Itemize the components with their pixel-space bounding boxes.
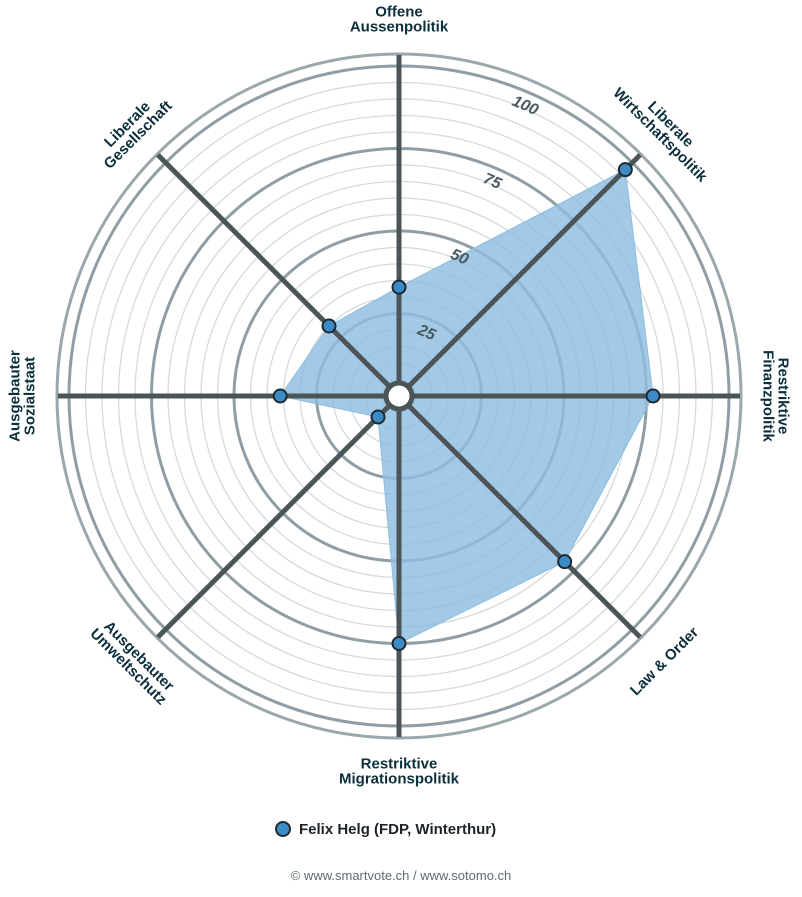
axis-label-line: Offene (375, 3, 423, 20)
legend-marker (275, 821, 291, 837)
spoke (156, 394, 401, 639)
legend: Felix Helg (FDP, Winterthur) (275, 818, 496, 840)
data-point (321, 318, 337, 334)
axis-label-line: Ausgebauter (6, 350, 23, 442)
series-polygon (279, 168, 654, 645)
series-area (279, 168, 654, 645)
axis-label-line: Sozialstaat (21, 357, 38, 435)
tick-label: 75 (481, 170, 505, 193)
data-point (617, 162, 633, 178)
data-point (272, 388, 288, 404)
tick-label: 25 (414, 321, 439, 345)
data-point (391, 279, 407, 295)
data-point (645, 388, 661, 404)
credits: © www.smartvote.ch / www.sotomo.ch (290, 868, 512, 883)
legend-label: Felix Helg (FDP, Winterthur) (299, 820, 497, 838)
axis-label-line: Restriktive (361, 755, 438, 772)
axis-label-line: Aussenpolitik (350, 18, 449, 35)
spoke (397, 153, 642, 398)
data-point (391, 636, 407, 651)
axis-label-line: Migrationspolitik (339, 770, 460, 787)
spoke (397, 394, 642, 639)
radar-spokes (58, 55, 740, 737)
data-point (557, 554, 573, 570)
axis-label-line: Finanzpolitik (760, 350, 777, 442)
data-points (272, 162, 661, 651)
spoke (156, 153, 401, 398)
center-hub (383, 380, 415, 412)
axis-label-line: Restriktive (775, 358, 792, 435)
grid-ring-outer (55, 52, 743, 740)
data-point (370, 409, 386, 425)
tick-label: 50 (448, 246, 471, 269)
